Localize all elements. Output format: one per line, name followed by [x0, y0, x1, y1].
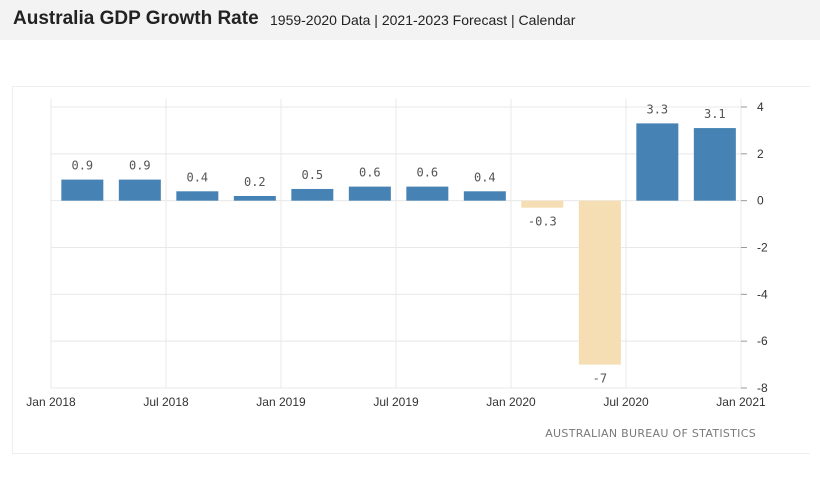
data-label: 0.6	[416, 166, 438, 180]
data-label: -7	[593, 372, 607, 386]
x-tick-label: Jan 2018	[26, 395, 76, 409]
data-label: 0.4	[186, 170, 208, 184]
x-tick-label: Jan 2021	[716, 395, 766, 409]
bar[interactable]	[118, 179, 161, 201]
bar[interactable]	[578, 200, 621, 365]
y-tick-label: 0	[757, 194, 764, 208]
bar[interactable]	[406, 186, 449, 201]
data-label: 3.3	[646, 102, 668, 116]
data-labels: 0.9 0.9 0.4 0.2 0.5 0.6 0.6 0.4 -0.3 -7 3.3 3.1	[71, 102, 725, 385]
data-label: -0.3	[528, 215, 557, 229]
page-title: Australia GDP Growth Rate	[13, 8, 259, 29]
chart-panel: 0.9 0.9 0.4 0.2 0.5 0.6 0.6 0.4 -0.3 -7 3.3 3.1 4 2 0…	[12, 86, 810, 454]
chart-header: Australia GDP Growth Rate 1959-2020 Data…	[0, 0, 820, 40]
data-label: 0.9	[71, 159, 93, 173]
y-tick-label: 2	[757, 147, 764, 161]
x-tick-label: Jul 2020	[603, 395, 649, 409]
bar[interactable]	[636, 123, 679, 201]
bar[interactable]	[61, 179, 104, 201]
page-subtitle: 1959-2020 Data | 2021-2023 Forecast | Ca…	[270, 12, 576, 28]
x-tick-label: Jul 2019	[373, 395, 419, 409]
y-tick-label: 4	[757, 100, 764, 114]
bar[interactable]	[463, 191, 506, 201]
bar-series	[61, 123, 736, 365]
grid-lines	[50, 99, 742, 389]
y-tick-label: -2	[757, 241, 768, 255]
data-label: 0.9	[129, 159, 151, 173]
bar[interactable]	[233, 195, 276, 201]
data-label: 0.4	[474, 170, 496, 184]
data-label: 3.1	[704, 107, 726, 121]
bar[interactable]	[291, 188, 334, 201]
y-tick-label: -6	[757, 334, 768, 348]
bar[interactable]	[693, 128, 736, 201]
x-axis: Jan 2018 Jul 2018 Jan 2019 Jul 2019 Jan 2020…	[26, 395, 766, 409]
bar[interactable]	[348, 186, 391, 201]
data-label: 0.6	[359, 166, 381, 180]
y-axis: 4 2 0 -2 -4 -6 -8	[741, 100, 768, 395]
data-label: 0.5	[301, 168, 323, 182]
bar[interactable]	[521, 200, 564, 208]
x-tick-label: Jan 2019	[256, 395, 306, 409]
x-tick-label: Jan 2020	[486, 395, 536, 409]
source-credit: AUSTRALIAN BUREAU OF STATISTICS	[545, 427, 756, 440]
bar[interactable]	[176, 191, 219, 201]
gdp-growth-chart: 0.9 0.9 0.4 0.2 0.5 0.6 0.6 0.4 -0.3 -7 3.3 3.1 4 2 0…	[26, 99, 768, 440]
y-tick-label: -4	[757, 287, 768, 301]
y-tick-label: -8	[757, 381, 768, 395]
data-label: 0.2	[244, 175, 266, 189]
x-tick-label: Jul 2018	[143, 395, 189, 409]
